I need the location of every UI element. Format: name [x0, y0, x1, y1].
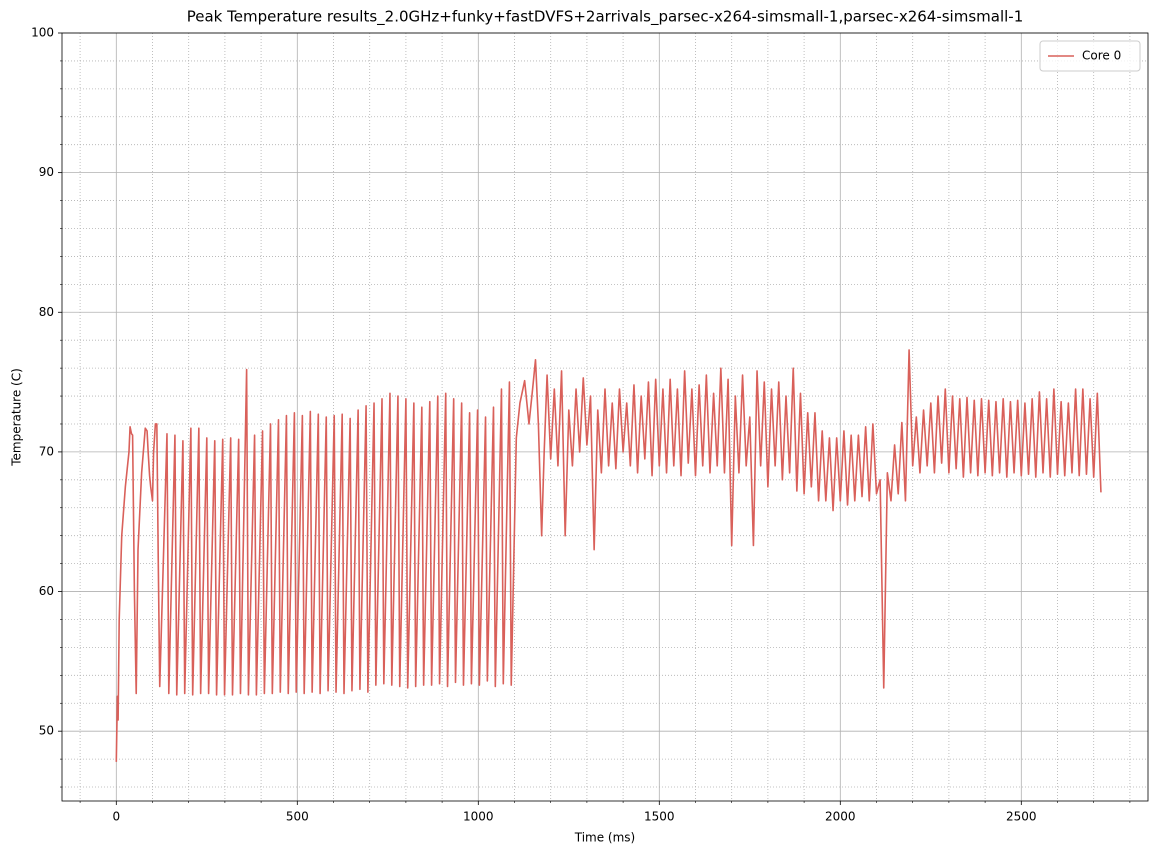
y-tick-label: 50: [39, 724, 54, 738]
y-tick-label: 100: [31, 26, 54, 40]
y-tick-label: 60: [39, 584, 54, 598]
chart-title: Peak Temperature results_2.0GHz+funky+fa…: [187, 8, 1024, 27]
legend-box: [1039, 40, 1141, 72]
plot-frame: [61, 32, 1149, 802]
y-axis-label: Temperature (C): [10, 368, 24, 467]
legend-label: Core 0: [1082, 49, 1121, 63]
x-tick-label: 0: [112, 810, 120, 824]
x-axis-label: Time (ms): [574, 831, 636, 845]
x-tick-label: 2500: [1006, 810, 1037, 824]
y-tick-label: 90: [39, 165, 54, 179]
x-tick-label: 1500: [644, 810, 675, 824]
x-tick-label: 1000: [463, 810, 494, 824]
data-line: [115, 349, 1102, 762]
y-tick-label: 80: [39, 305, 54, 319]
x-tick-label: 2000: [825, 810, 856, 824]
x-tick-label: 500: [286, 810, 309, 824]
y-tick-label: 70: [39, 444, 54, 458]
